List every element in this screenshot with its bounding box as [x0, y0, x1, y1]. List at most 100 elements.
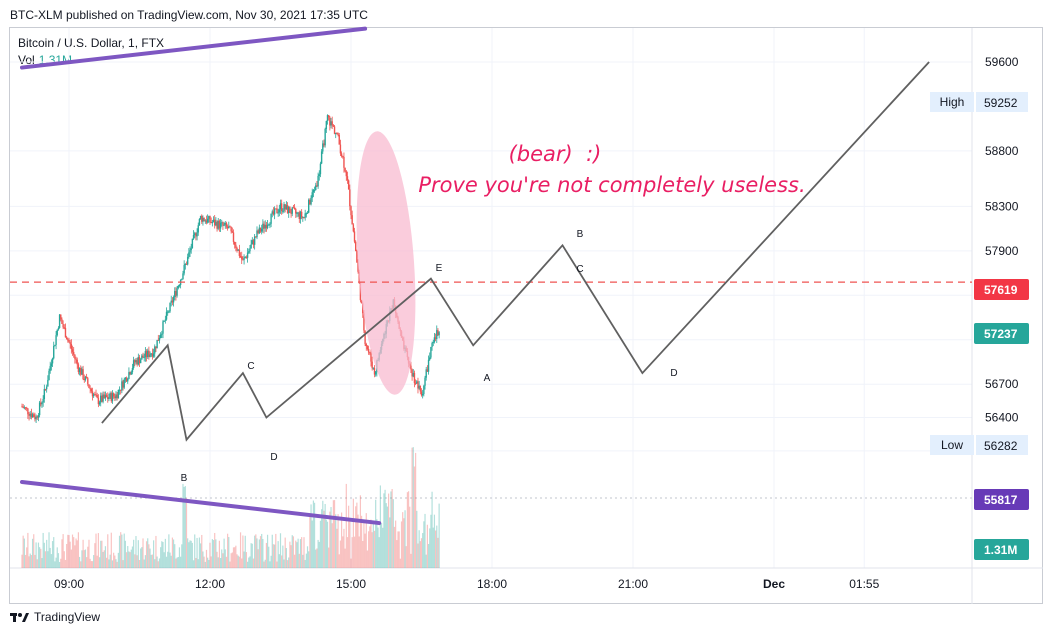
- volume-bar: [137, 540, 139, 568]
- candle-body: [165, 311, 168, 320]
- candle-body: [253, 236, 256, 245]
- candle-body: [159, 334, 162, 338]
- candle-body: [100, 395, 102, 403]
- candle-body: [91, 391, 94, 397]
- volume-bar: [37, 542, 40, 568]
- candle-body: [360, 300, 363, 304]
- candle-body: [61, 319, 63, 324]
- volume-bar: [254, 535, 256, 568]
- volume-bar: [378, 537, 380, 568]
- volume-bar: [114, 555, 116, 568]
- volume-bar: [190, 540, 192, 568]
- candle-body: [174, 291, 176, 298]
- volume-bar: [355, 506, 357, 568]
- candle-body: [95, 394, 97, 396]
- volume-bar: [427, 543, 430, 568]
- candle-body: [300, 211, 303, 218]
- volume-bar: [272, 544, 275, 568]
- trend-line-1: [20, 26, 368, 70]
- footer-brand[interactable]: TradingView: [10, 610, 100, 624]
- volume-bar: [286, 560, 289, 568]
- volume-bar: [180, 556, 182, 568]
- price-value-box: [974, 279, 1029, 300]
- volume-bar: [68, 535, 70, 568]
- volume-bar: [93, 555, 95, 568]
- volume-bar: [150, 554, 152, 568]
- candle-body: [427, 359, 430, 372]
- volume-bar: [278, 554, 280, 568]
- candle-body: [320, 151, 323, 164]
- candle-body: [224, 223, 226, 225]
- candle-body: [248, 251, 250, 253]
- volume-bar: [33, 534, 35, 568]
- candle-body: [97, 397, 100, 405]
- candle-body: [27, 408, 29, 415]
- volume-bar: [296, 542, 298, 568]
- volume-bar: [429, 528, 431, 568]
- candle-body: [145, 351, 148, 358]
- volume-bar: [305, 553, 307, 568]
- candle-body: [210, 222, 212, 224]
- volume-bar: [24, 554, 27, 568]
- volume-bar: [299, 539, 302, 568]
- volume-bar: [82, 539, 84, 568]
- candle-body: [130, 372, 132, 375]
- candle-body: [55, 335, 57, 345]
- volume-bar: [288, 557, 290, 568]
- volume-bar: [89, 558, 91, 568]
- volume-bar: [96, 555, 98, 568]
- candle-body: [303, 216, 305, 218]
- candle-body: [129, 372, 131, 375]
- candle-body: [43, 388, 46, 399]
- candle-body: [319, 163, 322, 175]
- volume-bar: [398, 531, 400, 568]
- candle-body: [313, 190, 316, 192]
- candle-body: [268, 224, 270, 226]
- volume-bar: [416, 510, 418, 568]
- candle-body: [157, 339, 159, 341]
- candle-body: [344, 167, 346, 172]
- volume-bar: [230, 553, 232, 568]
- volume-bar: [135, 536, 137, 568]
- candle-body: [225, 223, 228, 227]
- candle-body: [65, 337, 68, 340]
- volume-bar: [369, 526, 371, 568]
- volume-bar: [147, 538, 149, 568]
- volume-bar: [127, 546, 129, 568]
- volume-bar: [94, 543, 96, 568]
- symbol-legend[interactable]: Bitcoin / U.S. Dollar, 1, FTX: [18, 36, 165, 50]
- price-tag-label: Low: [941, 438, 963, 452]
- volume-bar: [121, 534, 123, 568]
- candle-body: [241, 256, 243, 260]
- candle-body: [88, 384, 90, 388]
- candle-body: [217, 220, 219, 229]
- volume-bar: [420, 538, 423, 568]
- volume-bar: [396, 540, 398, 568]
- volume-bar: [90, 561, 92, 568]
- candle-body: [259, 227, 262, 232]
- x-tick-label: Dec: [763, 577, 785, 591]
- volume-bar: [160, 547, 162, 568]
- volume-bar: [181, 544, 183, 568]
- volume-bar: [270, 555, 272, 568]
- candle-body: [209, 216, 211, 223]
- candle-body: [315, 185, 317, 191]
- volume-bar: [259, 536, 262, 568]
- candle-body: [257, 230, 259, 234]
- volume-bar: [48, 532, 50, 568]
- volume-bar: [266, 534, 269, 568]
- volume-bar: [393, 526, 396, 568]
- candle-body: [367, 348, 370, 353]
- candle-body: [275, 208, 277, 210]
- candle-body: [156, 339, 158, 349]
- candle-body: [155, 346, 157, 349]
- candle-body: [31, 414, 34, 418]
- candle-body: [114, 396, 116, 399]
- candle-body: [121, 381, 123, 391]
- candle-body: [369, 352, 371, 354]
- volume-bar: [256, 538, 258, 568]
- candle-body: [230, 226, 232, 232]
- candle-body: [271, 211, 273, 214]
- volume-bar: [224, 549, 226, 568]
